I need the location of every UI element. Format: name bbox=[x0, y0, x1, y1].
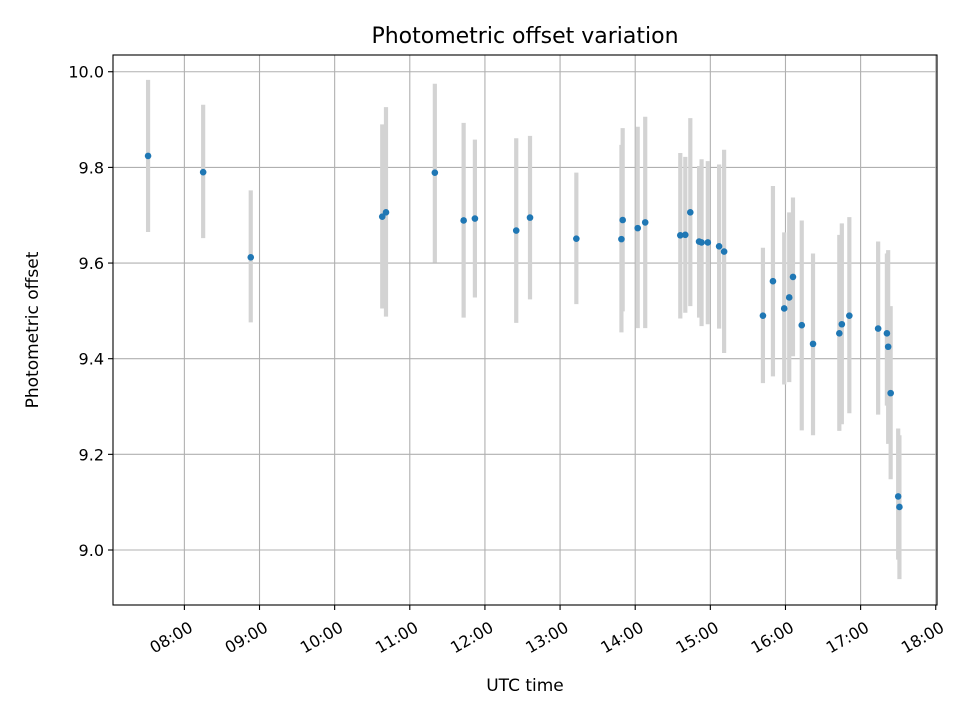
data-point bbox=[199, 168, 207, 176]
data-point bbox=[681, 231, 689, 239]
data-point bbox=[634, 224, 642, 232]
x-axis-label: UTC time bbox=[486, 676, 564, 696]
data-point bbox=[789, 273, 797, 281]
x-tick-label: 10:00 bbox=[297, 618, 346, 658]
data-point bbox=[378, 213, 386, 220]
data-point bbox=[526, 214, 534, 221]
x-tick-label: 18:00 bbox=[898, 618, 947, 658]
data-point bbox=[382, 209, 390, 216]
data-point bbox=[780, 305, 788, 312]
data-point bbox=[887, 389, 894, 397]
data-point bbox=[431, 169, 439, 176]
data-point bbox=[836, 330, 843, 337]
data-point bbox=[687, 209, 694, 216]
data-point bbox=[883, 330, 891, 337]
x-axis-ticks: 08:00 09:00 10:00 11:00 12:00 13:00 14:00 15:00… bbox=[147, 605, 947, 658]
x-tick-label: 09:00 bbox=[222, 618, 271, 658]
data-point bbox=[759, 312, 767, 319]
data-point bbox=[676, 232, 684, 239]
data-point bbox=[704, 239, 712, 246]
y-tick-label: 9.4 bbox=[79, 350, 104, 369]
y-tick-label: 9.0 bbox=[79, 541, 104, 560]
data-point bbox=[884, 343, 892, 351]
data-point bbox=[896, 503, 903, 511]
x-tick-label: 17:00 bbox=[823, 618, 872, 658]
error-bars bbox=[145, 79, 902, 580]
x-tick-label: 14:00 bbox=[597, 618, 646, 658]
data-point bbox=[894, 493, 902, 500]
data-point bbox=[846, 312, 853, 319]
data-point bbox=[573, 235, 580, 242]
chart-title: Photometric offset variation bbox=[371, 24, 678, 49]
data-point bbox=[874, 325, 882, 332]
y-tick-label: 10.0 bbox=[68, 63, 104, 82]
data-point bbox=[247, 254, 255, 261]
x-tick-label: 08:00 bbox=[147, 618, 196, 658]
data-point bbox=[641, 219, 649, 226]
x-tick-label: 12:00 bbox=[447, 618, 496, 658]
x-tick-label: 13:00 bbox=[522, 618, 571, 658]
data-points bbox=[144, 152, 903, 511]
data-point bbox=[619, 216, 626, 224]
data-point bbox=[769, 277, 777, 285]
y-tick-label: 9.2 bbox=[79, 445, 104, 464]
data-point bbox=[698, 239, 705, 246]
data-point bbox=[512, 227, 520, 234]
y-axis-label: Photometric offset bbox=[23, 251, 43, 408]
x-tick-label: 15:00 bbox=[673, 618, 722, 658]
data-point bbox=[838, 320, 846, 328]
y-tick-label: 9.8 bbox=[79, 158, 104, 177]
plot-frame bbox=[112, 54, 938, 606]
data-point bbox=[460, 217, 467, 224]
y-axis-ticks: 9.0 9.2 9.4 9.6 9.8 10.0 bbox=[68, 63, 113, 560]
data-point bbox=[715, 243, 723, 250]
data-point bbox=[809, 340, 817, 348]
y-tick-label: 9.6 bbox=[79, 254, 104, 273]
data-point bbox=[720, 248, 728, 255]
x-tick-label: 11:00 bbox=[372, 618, 421, 658]
data-point bbox=[785, 294, 793, 301]
data-point bbox=[798, 321, 806, 329]
data-point bbox=[471, 215, 479, 222]
data-point bbox=[618, 235, 625, 243]
data-point bbox=[144, 152, 152, 160]
x-tick-label: 16:00 bbox=[748, 618, 797, 658]
